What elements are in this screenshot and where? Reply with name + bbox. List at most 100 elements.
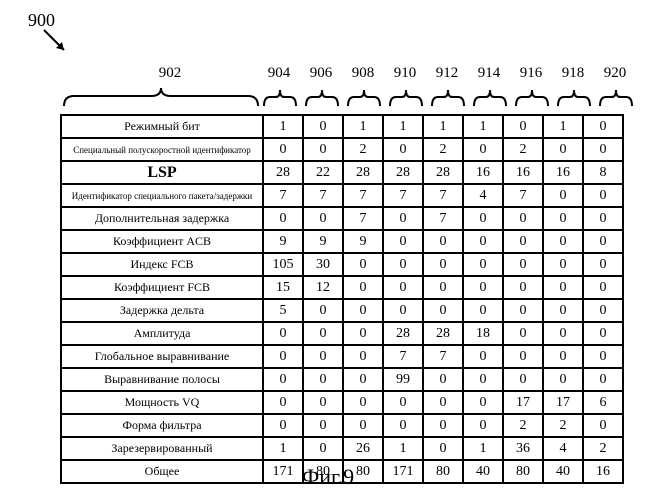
cell: 0 [303,414,343,437]
col-label: 912 [428,65,466,82]
cell: 7 [423,345,463,368]
row-header: Мощность VQ [61,391,263,414]
cell: 0 [583,138,623,161]
row-header: Коэффициент ACB [61,230,263,253]
cell: 0 [423,368,463,391]
cell: 0 [303,115,343,138]
brace-col [556,86,592,108]
cell: 7 [423,184,463,207]
cell: 28 [383,322,423,345]
figure-caption: Фиг.9 [0,464,656,490]
cell: 0 [463,276,503,299]
row-header: Дополнительная задержка [61,207,263,230]
cell: 105 [263,253,303,276]
cell: 0 [583,207,623,230]
table-row: Выравнивание полосы0009900000 [61,368,623,391]
cell: 9 [343,230,383,253]
brace-col [304,86,340,108]
table-row: Специальный полускоростной идентификатор… [61,138,623,161]
cell: 0 [463,207,503,230]
cell: 0 [263,138,303,161]
cell: 1 [383,437,423,460]
table-row: Амплитуда000282818000 [61,322,623,345]
row-header: Задержка дельта [61,299,263,322]
col-label: 910 [386,65,424,82]
figure-pointer-arrow [42,28,72,58]
cell: 0 [383,138,423,161]
cell: 0 [263,414,303,437]
cell: 0 [423,414,463,437]
cell: 9 [303,230,343,253]
cell: 2 [583,437,623,460]
cell: 28 [383,161,423,184]
cell: 0 [383,276,423,299]
cell: 4 [463,184,503,207]
cell: 0 [503,276,543,299]
cell: 0 [583,414,623,437]
cell: 26 [343,437,383,460]
cell: 99 [383,368,423,391]
row-header: LSP [61,161,263,184]
cell: 0 [543,184,583,207]
cell: 0 [263,368,303,391]
cell: 0 [463,299,503,322]
cell: 28 [423,322,463,345]
cell: 0 [383,253,423,276]
cell: 0 [303,368,343,391]
cell: 36 [503,437,543,460]
cell: 0 [303,207,343,230]
cell: 7 [303,184,343,207]
cell: 2 [503,414,543,437]
table-row: Зарезервированный10261013642 [61,437,623,460]
cell: 0 [343,253,383,276]
cell: 12 [303,276,343,299]
cell: 0 [343,345,383,368]
brace-col [472,86,508,108]
cell: 0 [503,345,543,368]
brace-col [514,86,550,108]
cell: 0 [583,276,623,299]
cell: 4 [543,437,583,460]
cell: 16 [543,161,583,184]
cell: 7 [423,207,463,230]
cell: 0 [463,414,503,437]
cell: 0 [423,437,463,460]
cell: 0 [343,368,383,391]
cell: 0 [503,253,543,276]
brace-col [430,86,466,108]
cell: 0 [583,299,623,322]
table-row: Дополнительная задержка007070000 [61,207,623,230]
cell: 28 [263,161,303,184]
cell: 0 [263,345,303,368]
cell: 0 [503,207,543,230]
cell: 7 [383,345,423,368]
cell: 0 [543,253,583,276]
row-header: Амплитуда [61,322,263,345]
cell: 0 [423,299,463,322]
cell: 0 [383,207,423,230]
cell: 1 [423,115,463,138]
brace-col [262,86,298,108]
cell: 18 [463,322,503,345]
cell: 0 [423,230,463,253]
col-label: 906 [302,65,340,82]
cell: 16 [463,161,503,184]
row-header: Индекс FCB [61,253,263,276]
cell: 0 [503,368,543,391]
table-row: Коэффициент ACB999000000 [61,230,623,253]
cell: 8 [583,161,623,184]
table-row: LSP28222828281616168 [61,161,623,184]
row-header: Зарезервированный [61,437,263,460]
table-row: Мощность VQ00000017176 [61,391,623,414]
cell: 1 [383,115,423,138]
cell: 1 [263,115,303,138]
brace-col [388,86,424,108]
cell: 0 [463,230,503,253]
cell: 0 [463,368,503,391]
cell: 2 [543,414,583,437]
cell: 0 [303,391,343,414]
cell: 0 [583,253,623,276]
cell: 1 [543,115,583,138]
cell: 0 [423,253,463,276]
table-row: Режимный бит101111010 [61,115,623,138]
